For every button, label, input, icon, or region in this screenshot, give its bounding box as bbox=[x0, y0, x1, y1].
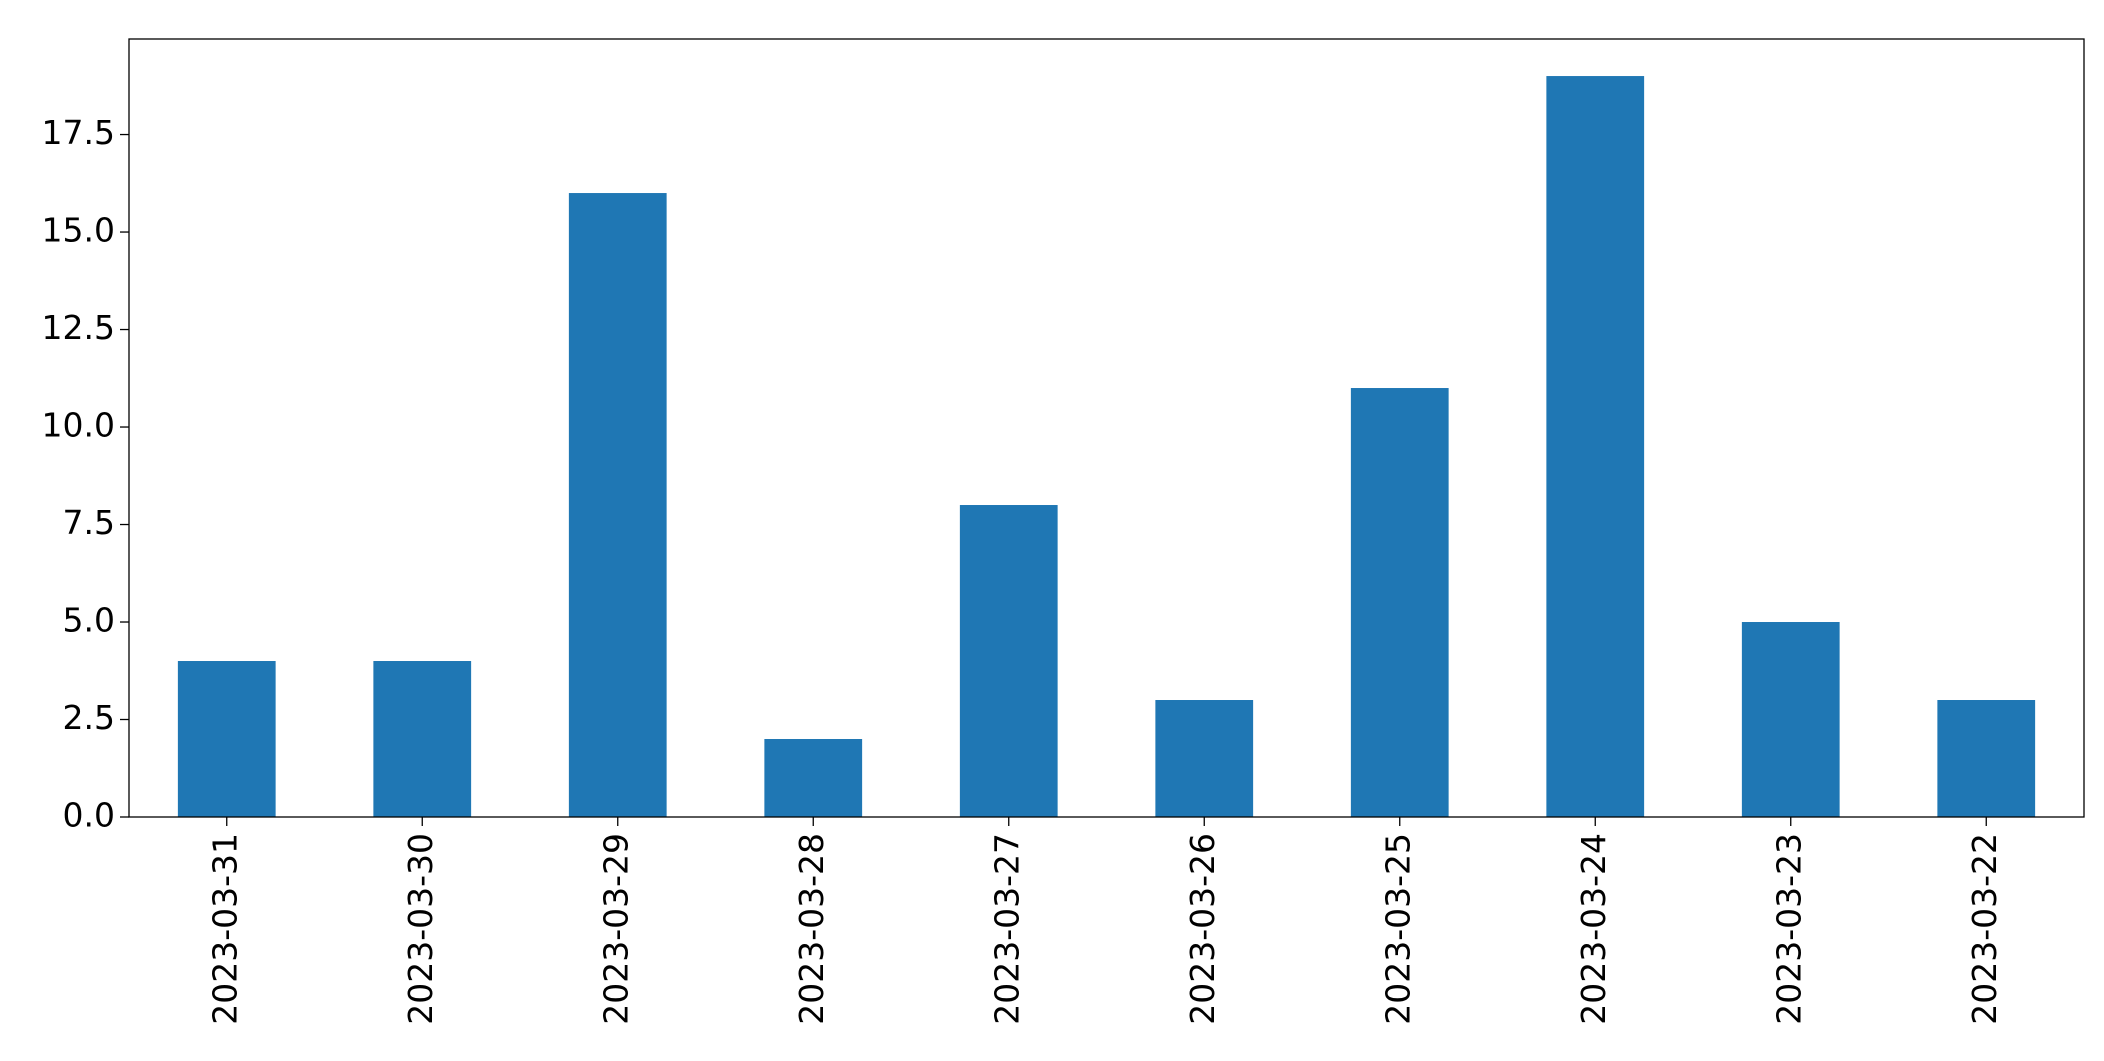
x-tick-label: 2023-03-26 bbox=[1183, 833, 1222, 1025]
bar bbox=[764, 739, 863, 817]
y-tick-label: 10.0 bbox=[42, 406, 115, 445]
y-tick-label: 12.5 bbox=[42, 308, 115, 347]
x-tick-label: 2023-03-22 bbox=[1965, 833, 2004, 1025]
y-tick-label: 5.0 bbox=[63, 601, 115, 640]
bar bbox=[1741, 622, 1840, 817]
y-tick-label: 2.5 bbox=[63, 698, 115, 737]
bar bbox=[1937, 700, 2036, 817]
x-tick-label: 2023-03-23 bbox=[1769, 833, 1808, 1025]
bar bbox=[959, 505, 1058, 817]
plot-frame bbox=[128, 38, 2085, 818]
y-tick-label: 7.5 bbox=[63, 503, 115, 542]
x-tick-label: 2023-03-25 bbox=[1378, 833, 1417, 1025]
bar bbox=[1155, 700, 1254, 817]
x-tick-label: 2023-03-31 bbox=[205, 833, 244, 1025]
y-tick-label: 15.0 bbox=[42, 211, 115, 250]
x-tick-label: 2023-03-24 bbox=[1574, 833, 1613, 1025]
bar bbox=[1546, 76, 1645, 818]
x-tick-label: 2023-03-27 bbox=[987, 833, 1026, 1025]
bar bbox=[177, 661, 276, 817]
x-tick-label: 2023-03-30 bbox=[401, 833, 440, 1025]
y-tick-label: 0.0 bbox=[63, 796, 115, 835]
x-tick-label: 2023-03-29 bbox=[596, 833, 635, 1025]
bar bbox=[568, 193, 667, 817]
x-tick-label: 2023-03-28 bbox=[792, 833, 831, 1025]
bar bbox=[373, 661, 472, 817]
bar bbox=[1350, 388, 1449, 817]
y-tick-label: 17.5 bbox=[42, 113, 115, 152]
